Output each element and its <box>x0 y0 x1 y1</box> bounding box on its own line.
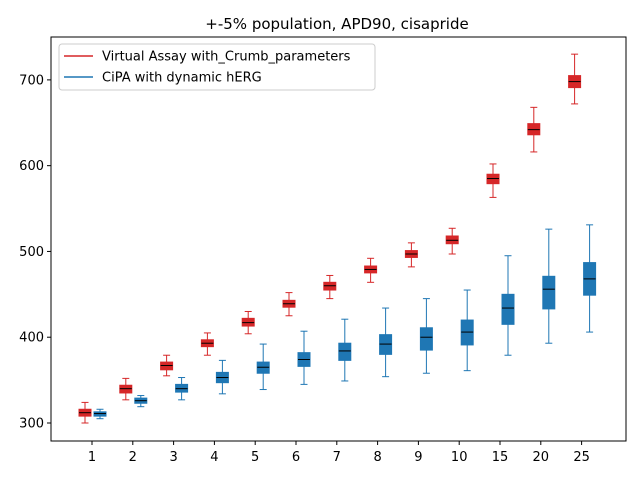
box-6 <box>282 292 296 317</box>
y-tick-label: 600 <box>19 159 44 174</box>
box-15 <box>501 255 515 356</box>
box-3 <box>175 377 189 401</box>
x-tick-label: 20 <box>533 450 550 465</box>
x-tick-label: 7 <box>333 450 341 465</box>
box-10 <box>445 227 459 255</box>
x-tick-label: 1 <box>88 450 96 465</box>
x-tick-label: 6 <box>292 450 300 465</box>
box-25 <box>568 53 582 105</box>
box-4 <box>200 332 214 356</box>
x-tick-label: 3 <box>169 450 177 465</box>
box-4 <box>215 359 229 395</box>
y-tick-label: 700 <box>19 73 44 88</box>
legend: Virtual Assay with_Crumb_parameters CiPA … <box>58 43 376 91</box>
plot-area <box>78 53 597 424</box>
x-tick-label: 25 <box>573 450 590 465</box>
axes: 300 400 500 600 700 1 2 3 4 5 6 7 8 9 10 15 20 25 <box>19 36 627 465</box>
y-tick-label: 500 <box>19 245 44 260</box>
box-20 <box>527 106 541 153</box>
box-10 <box>460 289 474 372</box>
x-tick-label: 8 <box>373 450 381 465</box>
box-8 <box>379 307 393 378</box>
box-3 <box>160 354 174 377</box>
box-2 <box>134 395 148 408</box>
x-tick-label: 5 <box>251 450 259 465</box>
box-20 <box>542 228 556 344</box>
box-iqr <box>338 342 352 361</box>
series-cipa <box>93 224 597 420</box>
y-tick-label: 300 <box>19 416 44 431</box>
box-7 <box>323 274 337 300</box>
box-7 <box>338 318 352 382</box>
box-1 <box>78 401 92 424</box>
box-15 <box>486 163 500 198</box>
x-tick-label: 9 <box>414 450 422 465</box>
box-8 <box>364 257 378 283</box>
box-5 <box>256 343 270 391</box>
box-1 <box>93 408 107 420</box>
x-tick-label: 10 <box>451 450 468 465</box>
series-virtual-assay <box>78 53 582 424</box>
x-tick-label: 2 <box>129 450 137 465</box>
legend-box <box>58 43 376 91</box>
box-5 <box>241 310 255 335</box>
x-tick-label: 4 <box>210 450 218 465</box>
box-25 <box>583 224 597 333</box>
box-9 <box>404 242 418 268</box>
box-iqr <box>542 275 556 310</box>
box-iqr <box>419 327 433 351</box>
box-6 <box>297 330 311 385</box>
x-tick-label: 15 <box>492 450 509 465</box>
axes-frame <box>50 36 627 442</box>
box-iqr <box>501 293 515 325</box>
box-2 <box>119 377 133 401</box>
box-9 <box>419 298 433 374</box>
chart-title: +-5% population, APD90, cisapride <box>205 15 468 33</box>
y-tick-label: 400 <box>19 331 44 346</box>
legend-label: Virtual Assay with_Crumb_parameters <box>102 50 351 65</box>
legend-label: CiPA with dynamic hERG <box>102 71 262 86</box>
